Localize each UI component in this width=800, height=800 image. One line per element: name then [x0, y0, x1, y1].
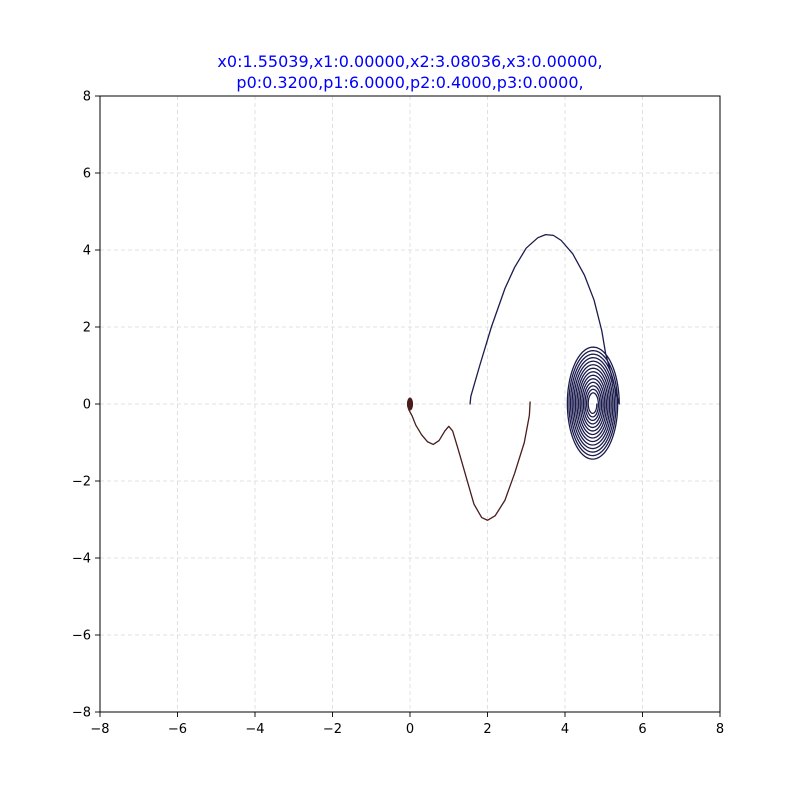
- axis-ticks: −8 −6 −4 −2 0 2 4 6 8 −8 −6 −4 −2 0 2 4 6 8: [72, 90, 724, 738]
- x-tick-label: −2: [323, 722, 342, 737]
- y-tick-label: −6: [72, 629, 91, 644]
- y-tick-label: −4: [72, 552, 91, 567]
- trajectory-endpoint-blob: [406, 397, 414, 411]
- x-tick-label: 4: [561, 722, 569, 737]
- x-tick-label: 0: [406, 722, 414, 737]
- chart-title-line-2: p0:0.3200,p1:6.0000,p2:0.4000,p3:0.0000,: [236, 73, 583, 92]
- plot-series: [406, 233, 620, 521]
- x-tick-label: 8: [716, 722, 724, 737]
- x-tick-label: 2: [483, 722, 491, 737]
- y-tick-label: 6: [83, 167, 91, 182]
- y-tick-label: −2: [72, 475, 91, 490]
- y-tick-label: 8: [83, 90, 91, 105]
- chart-title-line-1: x0:1.55039,x1:0.00000,x2:3.08036,x3:0.00…: [217, 52, 602, 71]
- y-tick-label: −8: [72, 706, 91, 721]
- y-tick-label: 4: [83, 244, 91, 259]
- x-tick-label: −4: [245, 722, 264, 737]
- trajectory-line-2: [408, 401, 531, 521]
- x-tick-label: 6: [638, 722, 646, 737]
- y-tick-label: 2: [83, 321, 91, 336]
- trajectory-line-1: [469, 233, 620, 460]
- y-tick-label: 0: [83, 398, 91, 413]
- x-tick-label: −6: [168, 722, 187, 737]
- x-tick-label: −8: [90, 722, 109, 737]
